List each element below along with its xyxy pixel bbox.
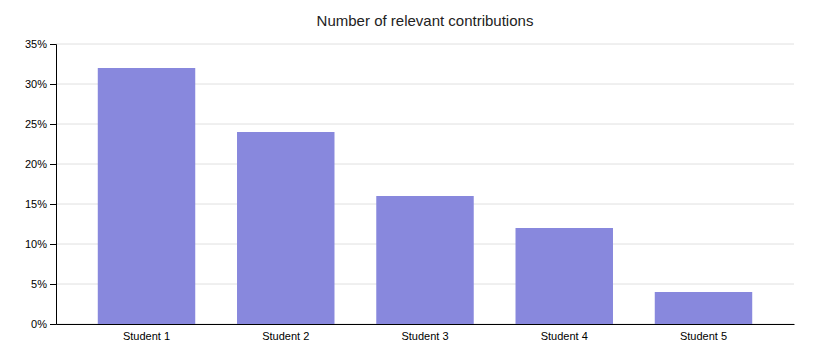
x-axis-line bbox=[57, 324, 795, 325]
y-tick-label: 30% bbox=[25, 78, 47, 90]
y-tick: 25% bbox=[25, 118, 56, 130]
bars bbox=[98, 68, 752, 324]
y-tick-mark bbox=[50, 204, 56, 205]
y-tick-mark bbox=[50, 44, 56, 45]
y-axis-line bbox=[50, 45, 57, 325]
grid bbox=[56, 44, 794, 324]
y-tick-label: 5% bbox=[31, 278, 47, 290]
y-tick-label: 10% bbox=[25, 238, 47, 250]
x-tick-label: Student 4 bbox=[541, 330, 588, 342]
grid-line bbox=[56, 44, 794, 45]
y-tick: 30% bbox=[25, 78, 56, 90]
bar bbox=[655, 292, 752, 324]
x-tick-label: Student 3 bbox=[401, 330, 448, 342]
y-tick-mark bbox=[50, 164, 56, 165]
y-tick-mark bbox=[50, 284, 56, 285]
plot-area: 0% 5% 10% 15% 20% 25% 30% 35% Student 1 Student 2… bbox=[25, 38, 795, 342]
y-tick: 15% bbox=[25, 198, 56, 210]
x-tick: Student 5 bbox=[680, 330, 727, 342]
y-tick-label: 15% bbox=[25, 198, 47, 210]
bar bbox=[237, 132, 334, 324]
x-tick-label: Student 5 bbox=[680, 330, 727, 342]
chart-svg: 0% 5% 10% 15% 20% 25% 30% 35% Student 1 Student 2… bbox=[0, 0, 818, 360]
y-tick-label: 25% bbox=[25, 118, 47, 130]
x-tick-label: Student 2 bbox=[262, 330, 309, 342]
y-tick-label: 0% bbox=[31, 318, 47, 330]
y-tick-mark bbox=[50, 244, 56, 245]
x-axis: Student 1 Student 2 Student 3 Student 4 Stud… bbox=[57, 325, 795, 342]
bar bbox=[516, 228, 613, 324]
bar bbox=[376, 196, 473, 324]
y-tick-mark bbox=[50, 124, 56, 125]
y-tick-mark bbox=[50, 324, 56, 325]
x-tick: Student 4 bbox=[541, 330, 588, 342]
y-tick-label: 20% bbox=[25, 158, 47, 170]
y-tick: 0% bbox=[31, 318, 56, 330]
y-tick: 35% bbox=[25, 38, 56, 50]
chart-container: 0% 5% 10% 15% 20% 25% 30% 35% Student 1 Student 2… bbox=[0, 0, 818, 360]
x-tick: Student 2 bbox=[262, 330, 309, 342]
bar bbox=[98, 68, 195, 324]
y-tick: 10% bbox=[25, 238, 56, 250]
y-tick-mark bbox=[50, 84, 56, 85]
chart-title: Number of relevant contributions bbox=[317, 12, 534, 29]
x-tick-label: Student 1 bbox=[123, 330, 170, 342]
y-tick: 5% bbox=[31, 278, 56, 290]
y-tick: 20% bbox=[25, 158, 56, 170]
y-axis: 0% 5% 10% 15% 20% 25% 30% 35% bbox=[25, 38, 57, 330]
x-tick: Student 1 bbox=[123, 330, 170, 342]
x-tick: Student 3 bbox=[401, 330, 448, 342]
y-tick-label: 35% bbox=[25, 38, 47, 50]
